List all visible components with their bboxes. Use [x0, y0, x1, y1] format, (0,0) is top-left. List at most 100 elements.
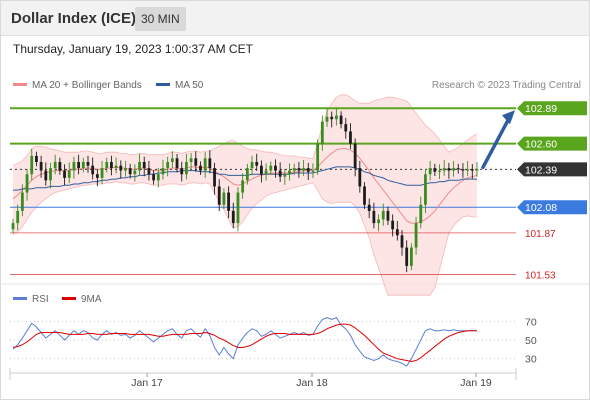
- candle-body: [208, 158, 212, 169]
- candle: [53, 154, 57, 175]
- candle-body: [170, 158, 174, 162]
- level-tag-box: [517, 162, 587, 177]
- candle: [77, 154, 81, 175]
- legend-ma50: MA 50: [156, 80, 203, 91]
- candle-body: [288, 170, 291, 175]
- level-label-101.87: 101.87: [525, 229, 556, 240]
- candle-body: [433, 168, 437, 172]
- candle: [241, 173, 245, 199]
- instrument-title: Dollar Index (ICE): [11, 10, 137, 27]
- candle-body: [124, 168, 127, 171]
- candle: [124, 160, 127, 177]
- ma9-swatch: [62, 296, 76, 300]
- candle: [119, 160, 123, 179]
- candle: [358, 160, 362, 193]
- candle-body: [302, 168, 305, 171]
- candle: [311, 163, 315, 179]
- candle: [302, 159, 305, 176]
- candle-body: [213, 168, 216, 187]
- legend-ma50-label: MA 50: [175, 80, 204, 91]
- candle: [395, 221, 399, 241]
- candle-body: [72, 162, 76, 171]
- candle: [470, 164, 474, 179]
- candle-body: [377, 219, 380, 224]
- candle: [138, 153, 141, 176]
- candle-body: [227, 192, 230, 211]
- ma20-line: [12, 148, 478, 224]
- candle: [194, 151, 198, 172]
- candle: [25, 168, 29, 201]
- candle: [170, 151, 174, 169]
- candle: [442, 159, 446, 176]
- candle: [222, 188, 226, 210]
- candle-body: [339, 115, 343, 125]
- candle: [156, 167, 160, 188]
- candle-body: [77, 162, 81, 169]
- candle-body: [283, 174, 287, 177]
- candle-body: [297, 168, 301, 171]
- candle-body: [456, 168, 460, 170]
- chart-header: Dollar Index (ICE) 30 MIN: [0, 0, 590, 36]
- level-tag-text: 102.89: [525, 103, 557, 115]
- candle-body: [91, 165, 95, 175]
- candle: [409, 243, 413, 271]
- candle: [203, 152, 207, 178]
- candle: [264, 163, 268, 181]
- candle-body: [156, 174, 160, 181]
- candle-body: [353, 143, 357, 169]
- time-tick-label: Jan 18: [296, 377, 328, 389]
- candle: [95, 168, 99, 187]
- candle: [466, 161, 470, 176]
- legend-ma20: MA 20 + Bollinger Bands: [13, 80, 142, 91]
- candle: [283, 168, 287, 185]
- candle: [306, 162, 310, 180]
- candle: [292, 163, 296, 175]
- candle: [424, 168, 427, 213]
- rsi-tick-label: 70: [525, 316, 537, 328]
- candle: [142, 156, 146, 177]
- candle-body: [334, 115, 338, 120]
- candle-body: [306, 168, 310, 172]
- candle-body: [344, 124, 348, 132]
- candle-body: [222, 192, 226, 205]
- candle: [260, 160, 263, 183]
- timeframe-button[interactable]: 30 MIN: [135, 7, 186, 31]
- candle: [297, 161, 301, 178]
- candle-body: [452, 168, 455, 171]
- rsi-tick-label: 50: [525, 335, 537, 347]
- candle: [133, 164, 137, 182]
- level-tag-text: 102.08: [525, 202, 557, 214]
- rsi-swatch: [13, 296, 27, 300]
- candle-body: [100, 168, 104, 178]
- level-tag-text: 102.39: [525, 164, 557, 176]
- candle-body: [20, 192, 24, 211]
- candle-body: [16, 210, 20, 224]
- candle: [161, 159, 165, 180]
- level-tag-102.89: 102.89: [517, 101, 587, 116]
- candle-body: [274, 165, 277, 171]
- level-tag-text: 102.60: [525, 139, 557, 151]
- candle: [339, 111, 343, 129]
- legend-rsi-label: RSI: [32, 294, 49, 305]
- candle: [39, 155, 43, 178]
- candle: [100, 160, 104, 185]
- candle-body: [316, 143, 320, 171]
- candle: [377, 214, 380, 232]
- candle-body: [63, 170, 66, 178]
- candle: [20, 184, 24, 217]
- candle: [400, 230, 404, 256]
- candle-body: [95, 174, 99, 178]
- candle: [11, 218, 15, 234]
- candle: [363, 182, 366, 210]
- candle: [72, 156, 76, 179]
- candle: [250, 155, 254, 176]
- candle: [278, 162, 282, 182]
- candle-body: [147, 168, 151, 175]
- candle: [316, 139, 320, 175]
- candle-body: [86, 162, 90, 166]
- legend-rsi: RSI: [13, 294, 49, 305]
- candle: [274, 159, 277, 178]
- candle-body: [269, 165, 273, 171]
- candle-body: [180, 168, 184, 175]
